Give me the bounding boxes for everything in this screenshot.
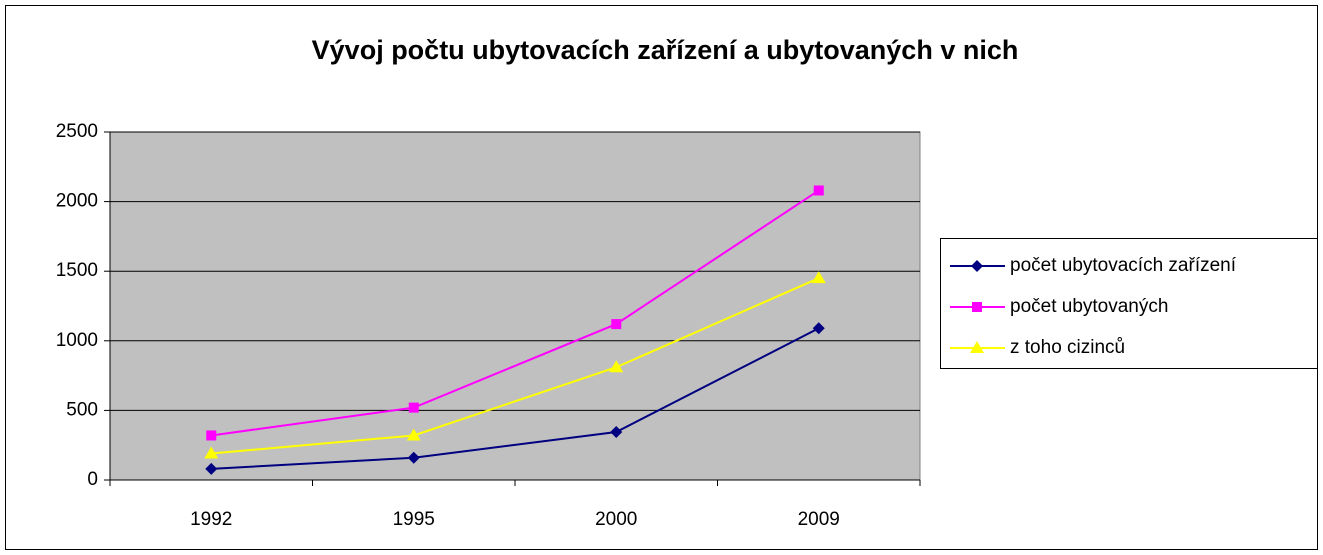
y-tick-label: 1500 [56, 260, 98, 281]
marker [970, 341, 984, 353]
marker [204, 446, 219, 459]
marker [813, 185, 824, 196]
x-tick-label: 2009 [798, 509, 840, 530]
series-line [211, 327, 820, 470]
marker [610, 425, 623, 438]
marker [609, 360, 624, 373]
plot-area [109, 131, 921, 481]
x-tick-label: 1992 [190, 509, 232, 530]
series-line [211, 277, 820, 455]
marker [408, 402, 419, 413]
y-tick-label: 500 [66, 399, 98, 420]
y-tick-label: 2500 [56, 121, 98, 142]
marker [205, 462, 218, 475]
x-tick-label: 2000 [595, 509, 637, 530]
series-line [211, 189, 820, 437]
chart-title: Vývoj počtu ubytovacích zařízení a ubyto… [312, 35, 1019, 65]
y-tick-label: 1000 [56, 330, 98, 351]
marker [611, 319, 622, 330]
marker [811, 271, 826, 284]
y-tick-label: 2000 [56, 191, 98, 212]
y-tick-label: 0 [87, 469, 98, 490]
legend-label: z toho cizinců [1010, 337, 1125, 358]
legend-label: počet ubytovaných [1010, 296, 1168, 317]
marker [206, 430, 217, 441]
legend-box [940, 238, 1318, 369]
marker [971, 260, 983, 272]
marker [972, 302, 982, 312]
x-tick-label: 1995 [393, 509, 435, 530]
legend-label: počet ubytovacích zařízení [1010, 255, 1237, 276]
marker [406, 428, 421, 441]
marker [812, 322, 825, 335]
marker [407, 451, 420, 464]
